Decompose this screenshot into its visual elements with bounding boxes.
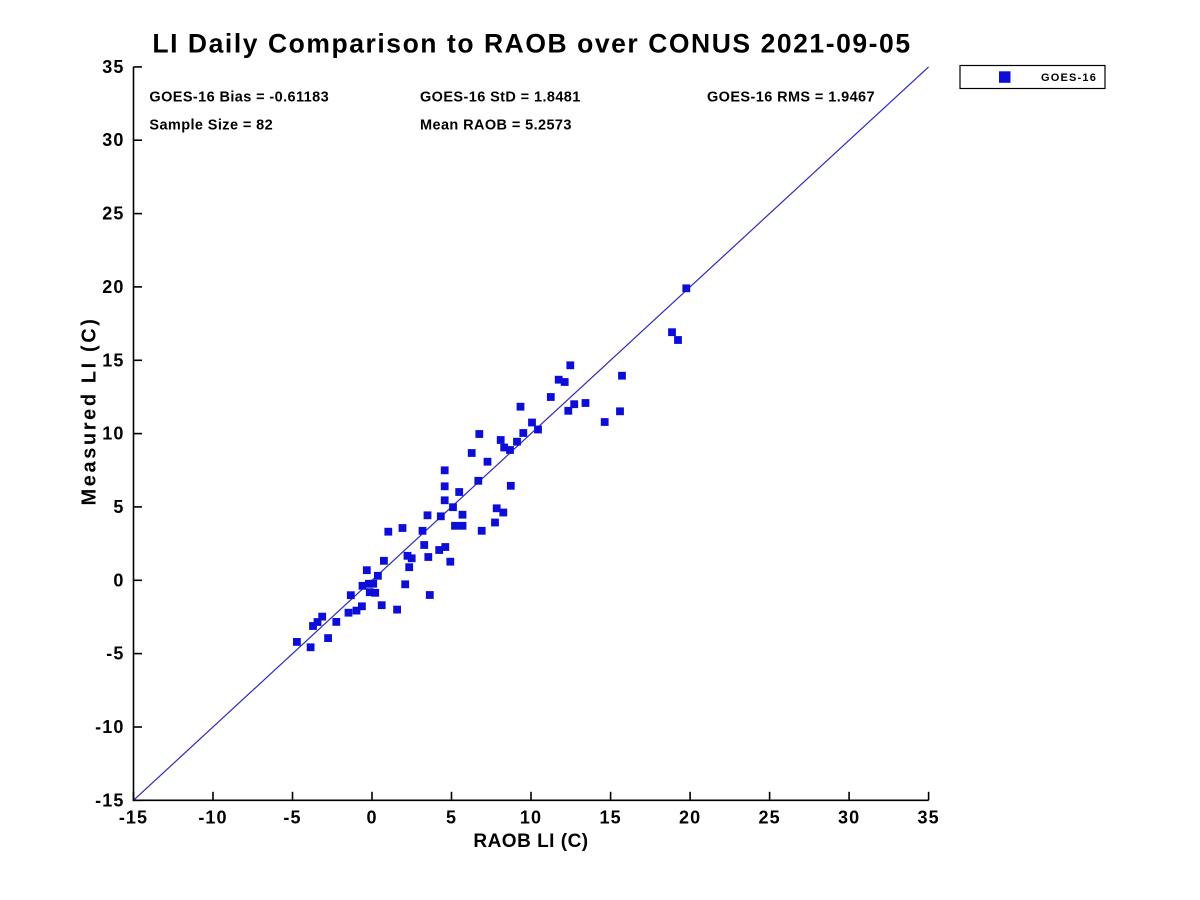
svg-text:5: 5 [446, 808, 457, 828]
svg-text:GOES-16 RMS = 1.9467: GOES-16 RMS = 1.9467 [707, 89, 875, 105]
svg-text:35: 35 [102, 57, 124, 77]
svg-text:Mean RAOB = 5.2573: Mean RAOB = 5.2573 [420, 118, 572, 134]
svg-text:-15: -15 [95, 790, 124, 810]
svg-text:GOES-16 Bias = -0.61183: GOES-16 Bias = -0.61183 [149, 89, 329, 105]
svg-text:35: 35 [917, 808, 939, 828]
svg-text:25: 25 [102, 204, 124, 224]
svg-text:10: 10 [520, 808, 542, 828]
svg-text:Measured LI (C): Measured LI (C) [79, 316, 101, 505]
svg-text:0: 0 [366, 808, 377, 828]
svg-text:LI Daily Comparison to RAOB ov: LI Daily Comparison to RAOB over CONUS 2… [152, 29, 911, 59]
svg-text:30: 30 [102, 130, 124, 150]
svg-text:25: 25 [758, 808, 780, 828]
svg-text:30: 30 [838, 808, 860, 828]
svg-text:-5: -5 [283, 808, 301, 828]
svg-text:5: 5 [113, 497, 124, 517]
svg-text:GOES-16 StD = 1.8481: GOES-16 StD = 1.8481 [420, 89, 581, 105]
svg-text:Sample Size = 82: Sample Size = 82 [149, 118, 273, 134]
svg-text:-5: -5 [106, 644, 124, 664]
svg-text:-10: -10 [95, 717, 124, 737]
svg-text:RAOB LI (C): RAOB LI (C) [473, 831, 588, 852]
svg-text:-10: -10 [198, 808, 227, 828]
svg-text:15: 15 [102, 350, 124, 370]
svg-text:10: 10 [102, 424, 124, 444]
svg-text:20: 20 [102, 277, 124, 297]
svg-text:0: 0 [113, 570, 124, 590]
svg-text:-15: -15 [119, 808, 148, 828]
svg-text:20: 20 [679, 808, 701, 828]
svg-text:GOES-16: GOES-16 [1041, 72, 1097, 84]
svg-text:15: 15 [599, 808, 621, 828]
